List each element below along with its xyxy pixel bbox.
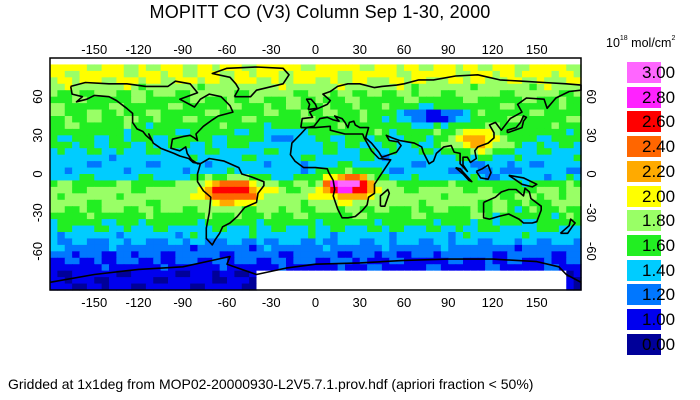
lat-tick-label: 30 bbox=[30, 128, 45, 142]
lon-tick-label: 120 bbox=[482, 295, 504, 310]
legend-swatch bbox=[627, 136, 661, 158]
lon-tick-label: 60 bbox=[397, 295, 411, 310]
legend-label: 3.00 bbox=[642, 63, 676, 82]
lat-tick-label: -60 bbox=[30, 242, 45, 261]
legend-label: 2.60 bbox=[642, 112, 676, 132]
axis-ticks: -150 -150 -120 -120 -90 -90 -60 -60 -30 -30 0 0 30 30… bbox=[30, 42, 599, 310]
footer-note: Gridded at 1x1deg from MOP02-20000930-L2… bbox=[8, 376, 534, 392]
lon-tick-label: 60 bbox=[397, 42, 411, 57]
legend-swatch bbox=[627, 185, 661, 207]
lat-tick-label: 60 bbox=[30, 89, 45, 103]
lat-tick-label: -60 bbox=[584, 242, 599, 261]
lon-tick-label: -120 bbox=[125, 42, 151, 57]
lon-tick-label: 90 bbox=[441, 42, 455, 57]
lon-tick-label: 90 bbox=[441, 295, 455, 310]
coastlines bbox=[49, 66, 582, 284]
lon-tick-label: 0 bbox=[312, 295, 319, 310]
lon-tick-label: 30 bbox=[353, 42, 367, 57]
legend-label: 1.00 bbox=[642, 310, 676, 329]
legend-swatch bbox=[627, 284, 661, 306]
legend-swatch bbox=[627, 160, 661, 182]
map-title: MOPITT CO (V3) Column Sep 1-30, 2000 bbox=[149, 2, 491, 22]
lon-tick-label: 150 bbox=[526, 295, 548, 310]
legend-label: 2.40 bbox=[642, 137, 676, 157]
lat-tick-label: 0 bbox=[584, 170, 599, 177]
lon-tick-label: -90 bbox=[173, 295, 192, 310]
legend-label: 1.20 bbox=[642, 285, 676, 305]
legend-label: 1.80 bbox=[642, 211, 676, 231]
legend-swatch bbox=[627, 111, 661, 133]
legend-label: 1.40 bbox=[642, 260, 676, 280]
lat-tick-label: 30 bbox=[584, 128, 599, 142]
lon-tick-label: -120 bbox=[125, 295, 151, 310]
legend-swatch bbox=[627, 333, 661, 355]
lon-tick-label: -30 bbox=[262, 295, 281, 310]
lon-tick-label: 0 bbox=[312, 42, 319, 57]
lon-tick-label: -60 bbox=[218, 295, 237, 310]
lon-tick-label: 150 bbox=[526, 42, 548, 57]
lon-tick-label: -90 bbox=[173, 42, 192, 57]
legend-label: 2.20 bbox=[642, 161, 676, 181]
legend-label: 1.60 bbox=[642, 235, 676, 255]
legend-swatch bbox=[627, 234, 661, 256]
legend-swatch bbox=[627, 309, 661, 330]
legend-label: 2.00 bbox=[642, 186, 676, 206]
legend-unit: 1018 mol/cm2 bbox=[606, 34, 676, 50]
lat-tick-label: 0 bbox=[30, 170, 45, 177]
lon-tick-label: 120 bbox=[482, 42, 504, 57]
legend-swatch bbox=[627, 259, 661, 281]
lat-tick-label: 60 bbox=[584, 89, 599, 103]
legend-swatch bbox=[627, 86, 661, 108]
legend-label: 0.00 bbox=[642, 334, 676, 354]
lon-tick-label: -150 bbox=[81, 42, 107, 57]
lat-tick-label: -30 bbox=[584, 203, 599, 222]
legend-label: 2.80 bbox=[642, 87, 676, 107]
lat-tick-label: -30 bbox=[30, 203, 45, 222]
lon-tick-label: -60 bbox=[218, 42, 237, 57]
lon-tick-label: 30 bbox=[353, 295, 367, 310]
lon-tick-label: -150 bbox=[81, 295, 107, 310]
map-frame bbox=[49, 57, 582, 291]
legend-swatch bbox=[627, 62, 661, 83]
lon-tick-label: -30 bbox=[262, 42, 281, 57]
legend-swatch bbox=[627, 210, 661, 232]
co-field-raster bbox=[50, 58, 582, 291]
